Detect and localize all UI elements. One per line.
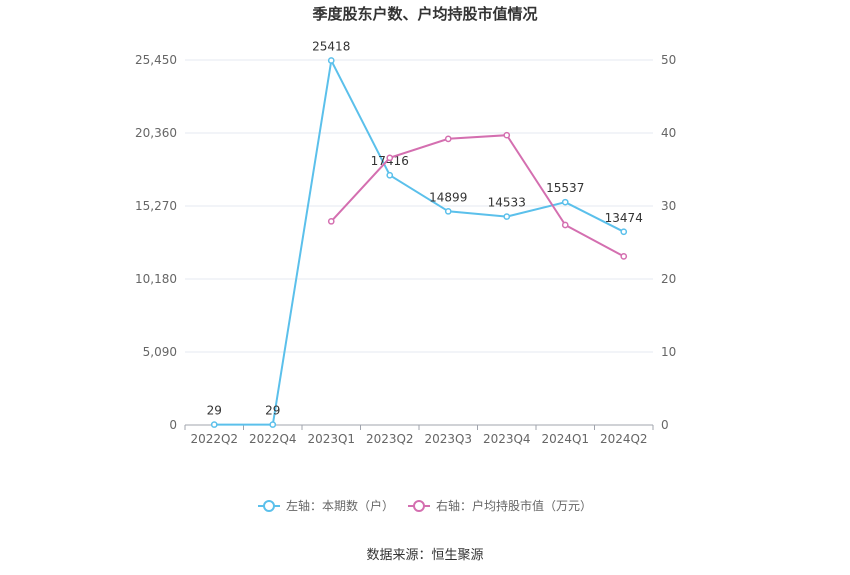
data-label: 29 <box>207 404 222 418</box>
data-point[interactable] <box>386 171 394 179</box>
right-axis: 0 10 20 30 40 50 <box>661 53 676 432</box>
left-tick-label: 0 <box>169 418 177 432</box>
grid-layer <box>185 59 653 353</box>
x-tick-label: 2022Q2 <box>190 432 238 446</box>
legend-marker <box>413 500 425 512</box>
legend-label: 左轴：本期数（户） <box>286 498 394 513</box>
data-point[interactable] <box>503 213 511 220</box>
data-label: 15537 <box>546 181 584 195</box>
legend-item-avg-holding-value[interactable]: 右轴：户均持股市值（万元） <box>408 498 592 513</box>
series-avg-holding-value <box>327 131 628 260</box>
right-tick-label: 20 <box>661 272 676 286</box>
data-point[interactable] <box>444 207 452 215</box>
data-label: 17416 <box>371 154 409 168</box>
x-tick-label: 2023Q3 <box>424 432 472 446</box>
x-tick-label: 2024Q2 <box>600 432 648 446</box>
right-tick-label: 50 <box>661 53 676 67</box>
left-tick-label: 10,180 <box>135 272 177 286</box>
series-line <box>330 134 625 258</box>
right-tick-label: 10 <box>661 345 676 359</box>
left-tick-label: 15,270 <box>135 199 177 213</box>
left-tick-label: 5,090 <box>143 345 177 359</box>
left-tick-label: 20,360 <box>135 126 177 140</box>
legend-label: 右轴：户均持股市值（万元） <box>436 498 592 513</box>
data-point[interactable] <box>561 221 569 229</box>
data-label: 13474 <box>605 211 643 225</box>
data-label: 25418 <box>312 39 350 53</box>
x-tick-label: 2023Q4 <box>483 432 531 446</box>
right-tick-label: 30 <box>661 199 676 213</box>
legend[interactable]: 左轴：本期数（户） 右轴：户均持股市值（万元） <box>258 498 592 513</box>
data-label: 29 <box>265 404 280 418</box>
data-point[interactable] <box>620 253 628 260</box>
data-point[interactable] <box>620 228 628 236</box>
left-axis: 0 5,090 10,180 15,270 20,360 25,450 <box>135 53 177 432</box>
x-tick-label: 2023Q2 <box>366 432 414 446</box>
legend-symbol <box>408 500 430 512</box>
series-holder-count: 29 29 25418 17416 14899 14533 15537 13474 <box>207 39 643 428</box>
legend-marker <box>263 500 275 512</box>
data-point[interactable] <box>444 135 452 143</box>
right-tick-label: 0 <box>661 418 669 432</box>
legend-symbol <box>258 500 280 512</box>
data-point[interactable] <box>327 217 335 225</box>
source-note: 数据来源：恒生聚源 <box>366 548 483 563</box>
right-tick-label: 40 <box>661 126 676 140</box>
data-point[interactable] <box>210 421 218 428</box>
series-line <box>214 57 625 426</box>
legend-item-holder-count[interactable]: 左轴：本期数（户） <box>258 498 394 513</box>
data-label: 14533 <box>488 196 526 210</box>
data-point[interactable] <box>386 154 394 162</box>
x-tick-label: 2022Q4 <box>249 432 297 446</box>
chart-title: 季度股东户数、户均持股市值情况 <box>312 5 537 23</box>
data-point[interactable] <box>269 421 277 428</box>
x-tick-label: 2024Q1 <box>541 432 589 446</box>
x-tick-label: 2023Q1 <box>307 432 355 446</box>
x-axis: 2022Q2 2022Q4 2023Q1 2023Q2 2023Q3 2023Q4 2024… <box>184 424 654 446</box>
series-layer: 29 29 25418 17416 14899 14533 15537 13474 <box>207 39 643 428</box>
data-point[interactable] <box>561 198 569 206</box>
data-point[interactable] <box>327 57 335 64</box>
data-point[interactable] <box>503 131 511 139</box>
data-label: 14899 <box>429 190 467 204</box>
left-tick-label: 25,450 <box>135 53 177 67</box>
